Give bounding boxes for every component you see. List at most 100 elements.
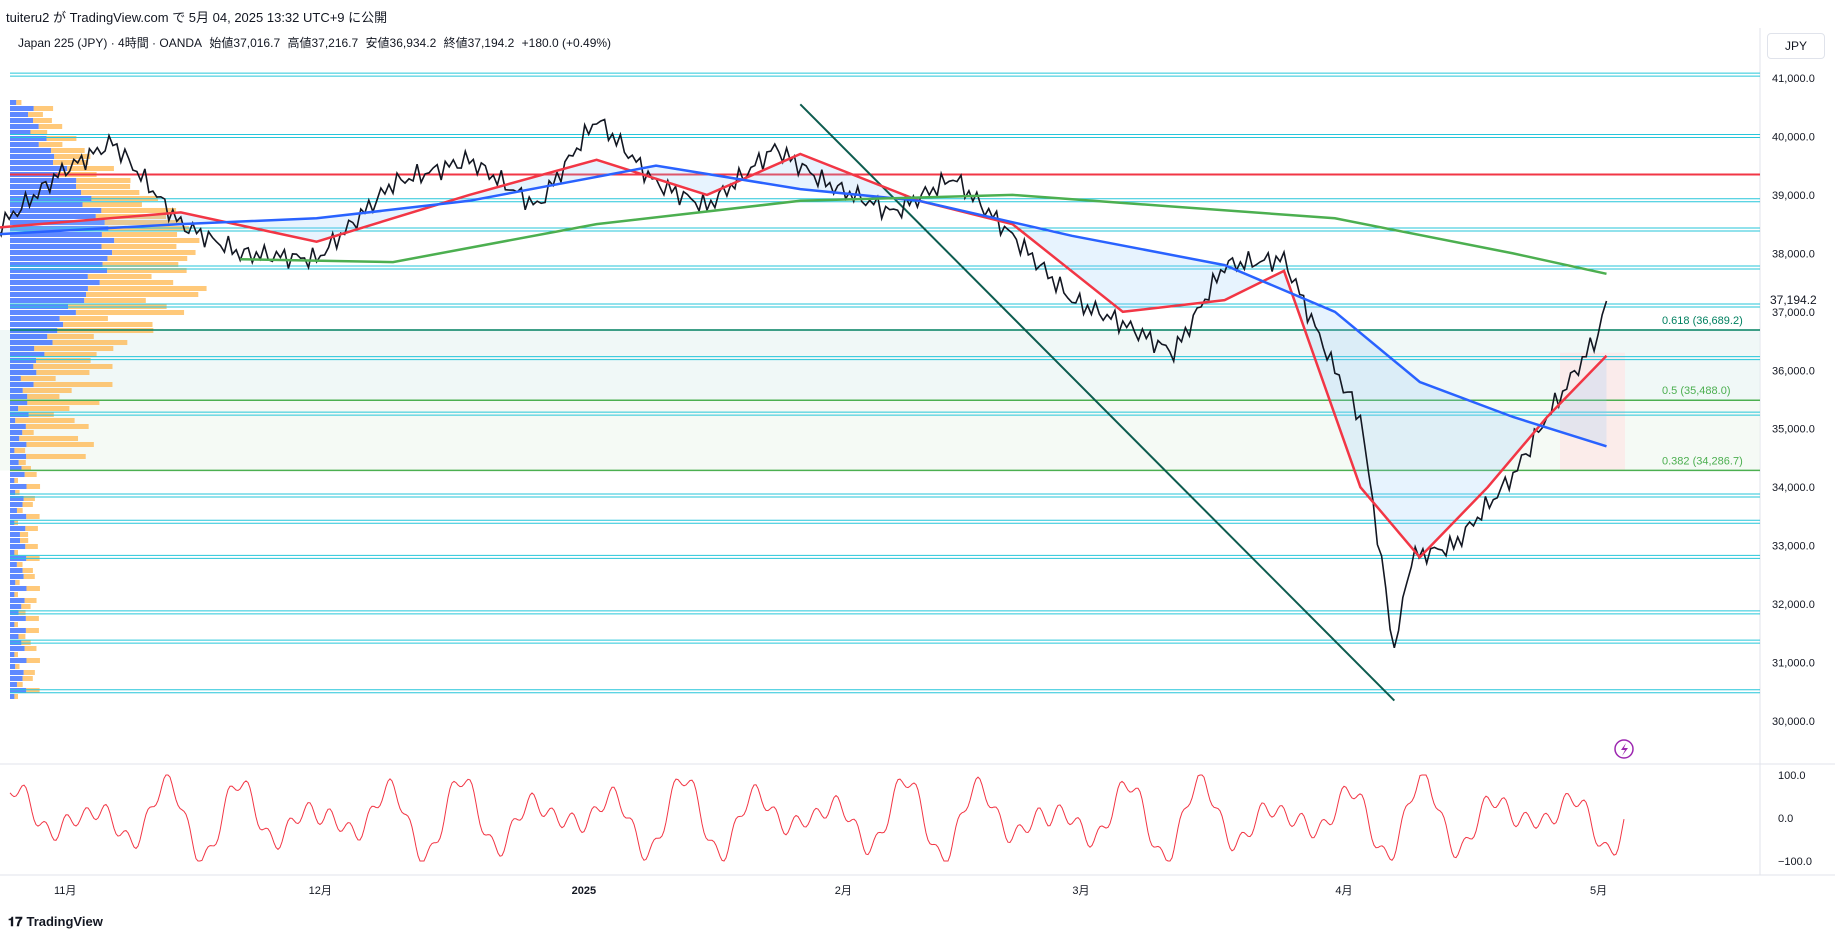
volume-bar-orange [101, 208, 177, 213]
volume-bar-orange [107, 268, 187, 273]
volume-bar-blue [10, 628, 26, 633]
volume-bar-orange [28, 112, 43, 117]
volume-bar-blue [10, 592, 15, 597]
price-axis: 41,000.0 40,000.0 39,000.0 38,000.0 37,000.0… [1772, 73, 1815, 728]
price-tick-label: 33,000.0 [1772, 541, 1815, 553]
price-tick-label: 36,000.0 [1772, 365, 1815, 377]
last-price-label: 37,194.2 [1770, 293, 1817, 307]
volume-bar-blue [10, 454, 27, 459]
volume-bar-orange [23, 496, 35, 501]
time-tick-label: 12月 [309, 885, 332, 897]
volume-bar-blue [10, 286, 88, 291]
volume-bar-orange [114, 238, 200, 243]
volume-bar-blue [10, 298, 85, 303]
volume-bar-orange [82, 202, 142, 207]
volume-bar-blue [10, 574, 24, 579]
tradingview-brand: TradingView [26, 914, 103, 929]
volume-bar-orange [16, 100, 22, 105]
volume-bar-blue [10, 166, 68, 171]
volume-bar-blue [10, 682, 17, 687]
volume-bar-orange [27, 400, 100, 405]
volume-bar-orange [14, 520, 18, 525]
volume-bar-orange [81, 190, 140, 195]
volume-bar-orange [38, 142, 63, 147]
volume-bar-blue [10, 130, 31, 135]
low-value: 安値36,934.2 [365, 36, 437, 50]
currency-button[interactable]: JPY [1767, 33, 1825, 59]
oscillator-tick-label: 100.0 [1778, 770, 1806, 782]
volume-bar-orange [87, 274, 152, 279]
tv-icon: 𝟏𝟕 [8, 914, 23, 929]
volume-bar-blue [10, 514, 27, 519]
publish-info: tuiteru2 が TradingView.com で 5月 04, 2025… [6, 10, 388, 25]
horizontal-levels [10, 72, 1760, 694]
volume-bar-blue [10, 460, 19, 465]
volume-bar-blue [10, 112, 29, 117]
volume-bar-orange [23, 670, 35, 675]
volume-bar-orange [22, 388, 72, 393]
volume-bar-orange [20, 538, 29, 543]
ma-mid-line [0, 164, 1607, 448]
oscillator-line [9, 774, 1625, 862]
price-tick-label: 38,000.0 [1772, 248, 1815, 260]
volume-bar-blue [10, 154, 55, 159]
volume-bar-blue [10, 310, 76, 315]
volume-bar-blue [10, 478, 15, 483]
volume-bar-blue [10, 352, 45, 357]
volume-bar-blue [10, 148, 52, 153]
volume-bar-blue [10, 106, 34, 111]
volume-bar-blue [10, 676, 23, 681]
volume-bar-orange [16, 682, 23, 687]
volume-bar-blue [10, 448, 15, 453]
time-tick-label: 5月 [1590, 885, 1607, 897]
volume-bar-orange [25, 526, 38, 531]
symbol-name: Japan 225 (JPY) · 4時間 · OANDA [18, 36, 203, 50]
volume-bar-orange [14, 592, 18, 597]
volume-bar-orange [14, 622, 18, 627]
volume-bar-orange [16, 562, 23, 567]
oscillator-panel [9, 774, 1625, 862]
volume-bar-blue [10, 694, 15, 699]
volume-bar-blue [10, 142, 39, 147]
volume-bar-orange [22, 568, 33, 573]
lightning-icon[interactable] [1614, 739, 1634, 759]
volume-bar-orange [18, 460, 26, 465]
volume-bar-orange [27, 394, 60, 399]
volume-bar-blue [10, 580, 16, 585]
volume-bar-orange [25, 628, 39, 633]
volume-bar-blue [10, 640, 22, 645]
volume-bar-blue [10, 568, 23, 573]
volume-bar-orange [18, 634, 26, 639]
volume-bar-orange [18, 610, 26, 615]
symbol-legend[interactable]: Japan 225 (JPY) · 4時間 · OANDA 始値37,016.7… [18, 34, 615, 51]
oscillator-axis: 100.0 0.0 −100.0 [1778, 770, 1812, 868]
volume-bar-orange [34, 346, 114, 351]
volume-bar-blue [10, 322, 64, 327]
price-tick-label: 35,000.0 [1772, 424, 1815, 436]
volume-bar-orange [101, 232, 178, 237]
ma-long-line [240, 193, 1607, 276]
volume-bar-orange [33, 118, 52, 123]
volume-bar-orange [44, 352, 97, 357]
volume-bar-orange [36, 370, 90, 375]
volume-bar-orange [15, 580, 20, 585]
price-line [0, 118, 1608, 648]
volume-bar-blue [10, 442, 27, 447]
volume-bar-blue [10, 280, 100, 285]
volume-bar-blue [10, 250, 113, 255]
volume-bar-blue [10, 376, 21, 381]
volume-bar-blue [10, 472, 25, 477]
tradingview-logo[interactable]: 𝟏𝟕 TradingView [8, 914, 103, 930]
volume-bar-orange [102, 262, 179, 267]
volume-bar-blue [10, 502, 23, 507]
volume-bar-orange [112, 250, 196, 255]
volume-bar-orange [22, 430, 34, 435]
volume-bar-orange [52, 340, 128, 345]
price-tick-label: 37,000.0 [1772, 307, 1815, 319]
volume-bar-orange [30, 130, 48, 135]
volume-bar-blue [10, 436, 20, 441]
time-axis: 11月 12月 2025 2月 3月 4月 5月 [54, 885, 1607, 897]
volume-bar-orange [47, 334, 94, 339]
change-value: +180.0 (+0.49%) [521, 36, 612, 50]
